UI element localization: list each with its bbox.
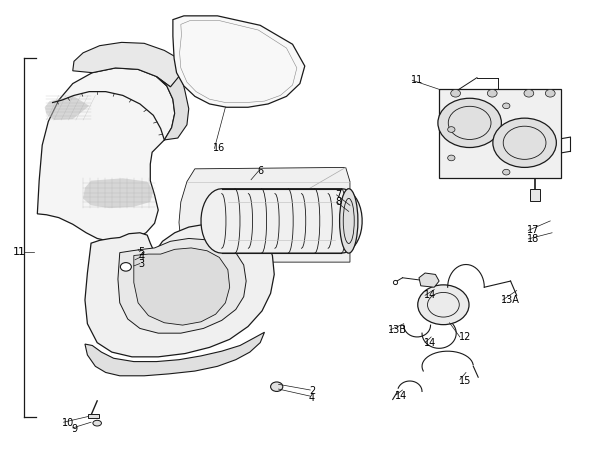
Text: 5: 5 [138,247,144,256]
Text: 6: 6 [257,166,263,176]
Text: 14: 14 [424,338,436,348]
Text: 8: 8 [335,197,341,207]
Circle shape [545,89,555,97]
Text: 2: 2 [309,387,315,397]
Text: 1: 1 [18,247,25,256]
Ellipse shape [93,420,102,426]
Polygon shape [173,16,305,107]
Circle shape [524,89,534,97]
Text: 4: 4 [138,252,144,262]
Polygon shape [85,332,264,376]
Text: 13B: 13B [389,325,408,335]
Polygon shape [419,273,439,287]
Polygon shape [37,68,174,241]
Polygon shape [118,238,246,333]
Circle shape [438,98,501,148]
Text: 7: 7 [335,190,341,200]
Circle shape [502,169,510,175]
Text: 10: 10 [62,418,74,428]
Text: 3: 3 [138,258,144,268]
Text: 17: 17 [527,226,539,236]
Text: 14: 14 [424,290,436,300]
Polygon shape [85,224,274,357]
Text: 18: 18 [527,234,539,244]
Bar [88,414,99,418]
Polygon shape [83,178,154,208]
Text: 15: 15 [458,376,471,386]
Circle shape [121,263,132,271]
Polygon shape [134,248,230,325]
Polygon shape [45,96,89,120]
Circle shape [447,127,455,133]
Polygon shape [157,74,188,140]
Text: 16: 16 [213,143,225,153]
Circle shape [450,89,460,97]
Polygon shape [73,42,182,87]
Circle shape [502,103,510,109]
Bar [530,189,540,201]
Circle shape [271,382,283,391]
Polygon shape [179,167,350,262]
Text: 9: 9 [71,424,77,434]
Text: 12: 12 [458,332,471,342]
Text: 14: 14 [395,391,407,401]
Text: 11: 11 [411,75,424,85]
Polygon shape [201,189,362,253]
Text: 13A: 13A [501,295,520,305]
Circle shape [487,89,497,97]
Text: 4: 4 [309,392,315,403]
Circle shape [493,118,556,167]
Circle shape [418,285,469,324]
FancyBboxPatch shape [439,88,561,178]
Ellipse shape [340,189,358,253]
Circle shape [447,155,455,161]
Text: 1: 1 [13,247,20,256]
